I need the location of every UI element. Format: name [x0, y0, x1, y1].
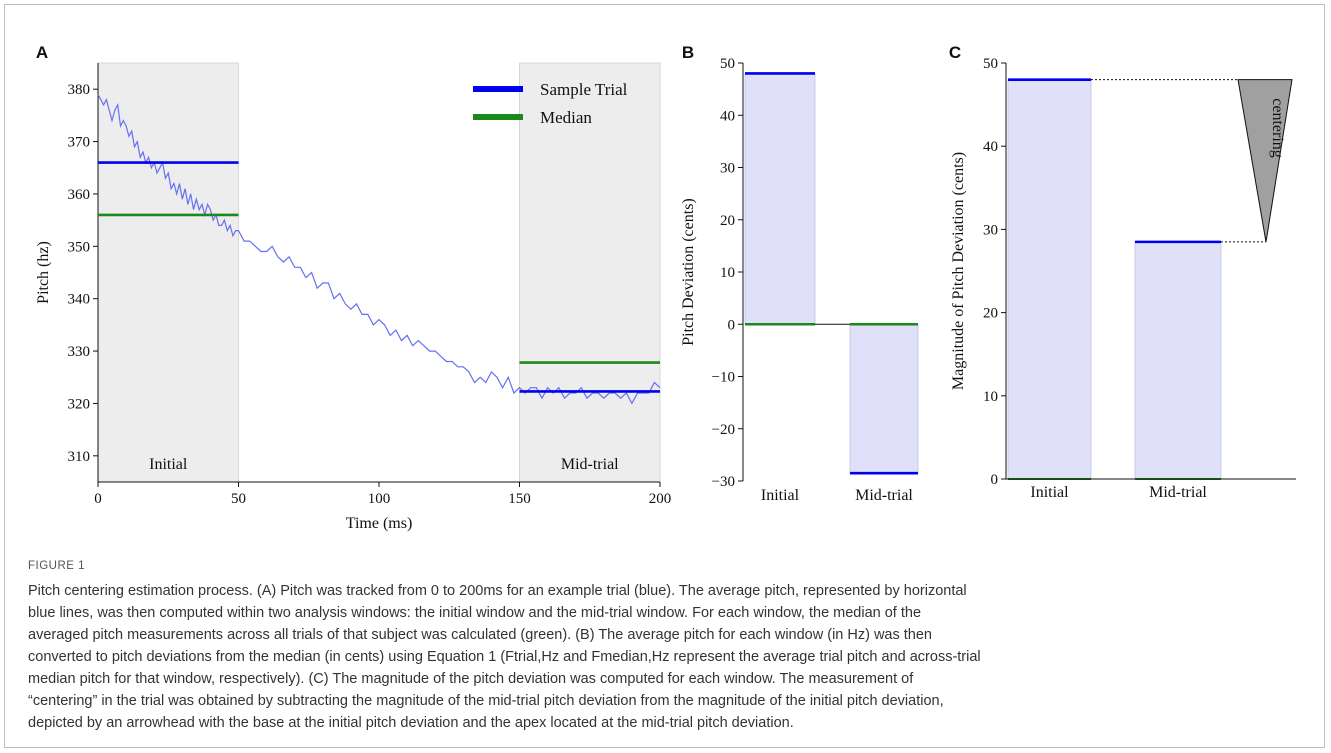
y-tick-label: 370: [68, 135, 91, 151]
y-tick-label: 380: [68, 82, 91, 98]
y-tick-label: −30: [712, 474, 735, 490]
legend-label: Sample Trial: [540, 80, 628, 99]
y-tick-label: 0: [991, 472, 999, 488]
deviation-bar: [744, 72, 816, 325]
figure-charts: A Initial Mid-trial 310 320 330 340 350 360 370 38…: [35, 43, 1296, 532]
caption-line: Pitch centering estimation process. (A) …: [28, 583, 967, 599]
window-label: Mid-trial: [561, 456, 619, 473]
panel-a-letter: A: [36, 43, 48, 62]
x-tick-label: 0: [94, 491, 102, 507]
caption-line: “centering” in the trial was obtained by…: [28, 693, 944, 709]
caption-line: median pitch for that window, respective…: [28, 671, 914, 687]
y-tick-label: 350: [68, 239, 91, 255]
figure-label: FIGURE 1: [28, 560, 86, 572]
centering-arrowhead: [1237, 79, 1293, 242]
y-tick-label: 10: [983, 389, 998, 405]
y-tick-label: 40: [720, 108, 735, 124]
magnitude-bar: [1134, 241, 1222, 480]
x-axis-label: Time (ms): [346, 515, 413, 532]
y-tick-label: 0: [728, 317, 736, 333]
y-tick-label: 310: [68, 449, 91, 465]
y-tick-label: 40: [983, 139, 998, 155]
y-axis-label: Pitch (hz): [35, 241, 52, 304]
x-tick-label: 200: [649, 491, 672, 507]
centering-label: centering: [1269, 98, 1286, 158]
y-axis-label: Pitch Deviation (cents): [680, 198, 697, 346]
x-tick-label: 150: [508, 491, 531, 507]
panel-b-letter: B: [682, 43, 694, 62]
y-tick-label: 50: [983, 56, 998, 72]
caption-line: converted to pitch deviations from the m…: [28, 649, 981, 665]
sample-trial-trace: [97, 94, 661, 405]
y-tick-label: −20: [712, 422, 735, 438]
panel-c-letter: C: [949, 43, 961, 62]
magnitude-bar: [1007, 79, 1092, 480]
caption-line: averaged pitch measurements across all t…: [28, 627, 932, 643]
y-tick-label: 10: [720, 265, 735, 281]
analysis-window-shade: [519, 62, 661, 483]
caption-line: blue lines, was then computed within two…: [28, 605, 922, 621]
category-label: Initial: [1030, 484, 1069, 501]
category-label: Mid-trial: [855, 487, 913, 504]
y-tick-label: 320: [68, 396, 91, 412]
y-axis-label: Magnitude of Pitch Deviation (cents): [950, 152, 967, 390]
deviation-bar: [849, 323, 919, 474]
legend-label: Median: [540, 108, 592, 127]
analysis-window-shade: [97, 62, 239, 483]
y-tick-label: 20: [720, 213, 735, 229]
y-tick-label: 30: [983, 222, 998, 238]
window-label: Initial: [149, 456, 188, 473]
y-tick-label: 30: [720, 161, 735, 177]
category-label: Initial: [761, 487, 800, 504]
y-tick-label: 340: [68, 292, 91, 308]
y-tick-label: 360: [68, 187, 91, 203]
category-label: Mid-trial: [1149, 484, 1207, 501]
y-tick-label: −10: [712, 370, 735, 386]
y-tick-label: 20: [983, 306, 998, 322]
x-tick-label: 100: [368, 491, 391, 507]
y-tick-label: 330: [68, 344, 91, 360]
figure-frame: [4, 4, 1325, 748]
x-tick-label: 50: [231, 491, 246, 507]
y-tick-label: 50: [720, 56, 735, 72]
figure-caption: Pitch centering estimation process. (A) …: [28, 580, 1298, 734]
caption-line: depicted by an arrowhead with the base a…: [28, 715, 794, 731]
